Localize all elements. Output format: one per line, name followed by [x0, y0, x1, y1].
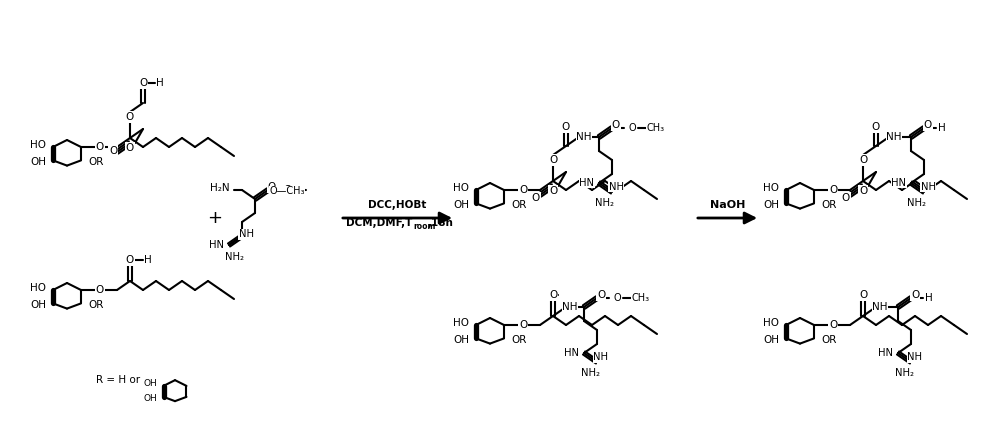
Text: NaOH: NaOH — [710, 200, 745, 210]
Text: HO: HO — [763, 183, 779, 193]
Text: O: O — [549, 155, 557, 165]
Text: O: O — [126, 255, 134, 265]
Text: R = H or: R = H or — [96, 375, 140, 385]
Text: HN: HN — [209, 240, 224, 250]
Text: HN: HN — [579, 178, 594, 188]
Text: OR: OR — [88, 157, 103, 167]
Text: NH₂: NH₂ — [908, 198, 926, 208]
Text: OR: OR — [821, 201, 836, 211]
Text: NH: NH — [908, 352, 922, 362]
Text: HO: HO — [30, 283, 46, 293]
Text: O: O — [268, 182, 276, 192]
Text: NH: NH — [920, 182, 936, 192]
Text: OR: OR — [821, 335, 836, 345]
Text: O: O — [859, 186, 867, 196]
Text: NH: NH — [886, 132, 902, 142]
Text: OH: OH — [30, 300, 46, 310]
Text: NH₂: NH₂ — [580, 368, 600, 378]
Text: O: O — [126, 112, 134, 122]
Text: O: O — [126, 143, 134, 153]
Text: H: H — [938, 123, 946, 133]
Text: CH₃: CH₃ — [632, 293, 650, 303]
Text: NH: NH — [562, 302, 578, 312]
Text: ,18h: ,18h — [428, 218, 453, 228]
Text: NH₂: NH₂ — [596, 198, 614, 208]
Text: O: O — [519, 320, 527, 330]
Text: O: O — [562, 122, 570, 132]
Text: O: O — [911, 290, 919, 300]
Text: O: O — [842, 193, 850, 203]
Text: O: O — [96, 285, 104, 295]
Text: HN: HN — [564, 348, 579, 358]
Text: OR: OR — [511, 201, 526, 211]
Text: O—CH₃: O—CH₃ — [269, 186, 305, 196]
Text: O: O — [139, 78, 147, 88]
Text: O: O — [519, 185, 527, 195]
Text: O: O — [109, 146, 117, 156]
Text: HO: HO — [763, 318, 779, 328]
Text: O: O — [872, 122, 880, 132]
Text: CH₃: CH₃ — [647, 123, 665, 133]
Text: O: O — [549, 186, 557, 196]
Text: O: O — [284, 185, 292, 195]
Text: O: O — [613, 293, 621, 303]
Text: DCM,DMF,T: DCM,DMF,T — [346, 218, 413, 228]
Text: O: O — [859, 155, 867, 165]
Text: H₂N: H₂N — [210, 183, 230, 193]
Text: OH: OH — [453, 201, 469, 211]
Text: HO: HO — [453, 183, 469, 193]
Text: O: O — [924, 120, 932, 130]
Text: HN: HN — [891, 178, 906, 188]
Text: O: O — [628, 123, 636, 133]
Text: HN: HN — [878, 348, 893, 358]
Text: O: O — [612, 120, 620, 130]
Text: OR: OR — [88, 300, 103, 310]
Text: DCC,HOBt: DCC,HOBt — [368, 200, 427, 210]
Text: HO: HO — [30, 140, 46, 150]
Text: OH: OH — [763, 335, 779, 345]
Text: OR: OR — [511, 335, 526, 345]
Text: NH₂: NH₂ — [226, 252, 244, 262]
Text: H: H — [156, 78, 164, 88]
Text: HO: HO — [453, 318, 469, 328]
Text: NH: NH — [608, 182, 624, 192]
Text: NH: NH — [576, 132, 592, 142]
Text: O: O — [829, 185, 837, 195]
Text: H: H — [144, 255, 152, 265]
Text: NH: NH — [594, 352, 608, 362]
Text: OH: OH — [30, 157, 46, 167]
Text: OH: OH — [144, 379, 158, 388]
Text: O: O — [96, 142, 104, 152]
Text: room: room — [413, 221, 436, 231]
Text: OH: OH — [453, 335, 469, 345]
Text: O: O — [549, 290, 557, 300]
Text: OH: OH — [144, 395, 158, 403]
Text: NH: NH — [872, 302, 888, 312]
Text: +: + — [208, 209, 222, 227]
Text: O: O — [597, 290, 605, 300]
Text: NH: NH — [239, 229, 254, 239]
Text: OH: OH — [763, 201, 779, 211]
Text: H: H — [925, 293, 933, 303]
Text: O: O — [829, 320, 837, 330]
Text: O: O — [532, 193, 540, 203]
Text: NH₂: NH₂ — [895, 368, 914, 378]
Text: O: O — [859, 290, 867, 300]
